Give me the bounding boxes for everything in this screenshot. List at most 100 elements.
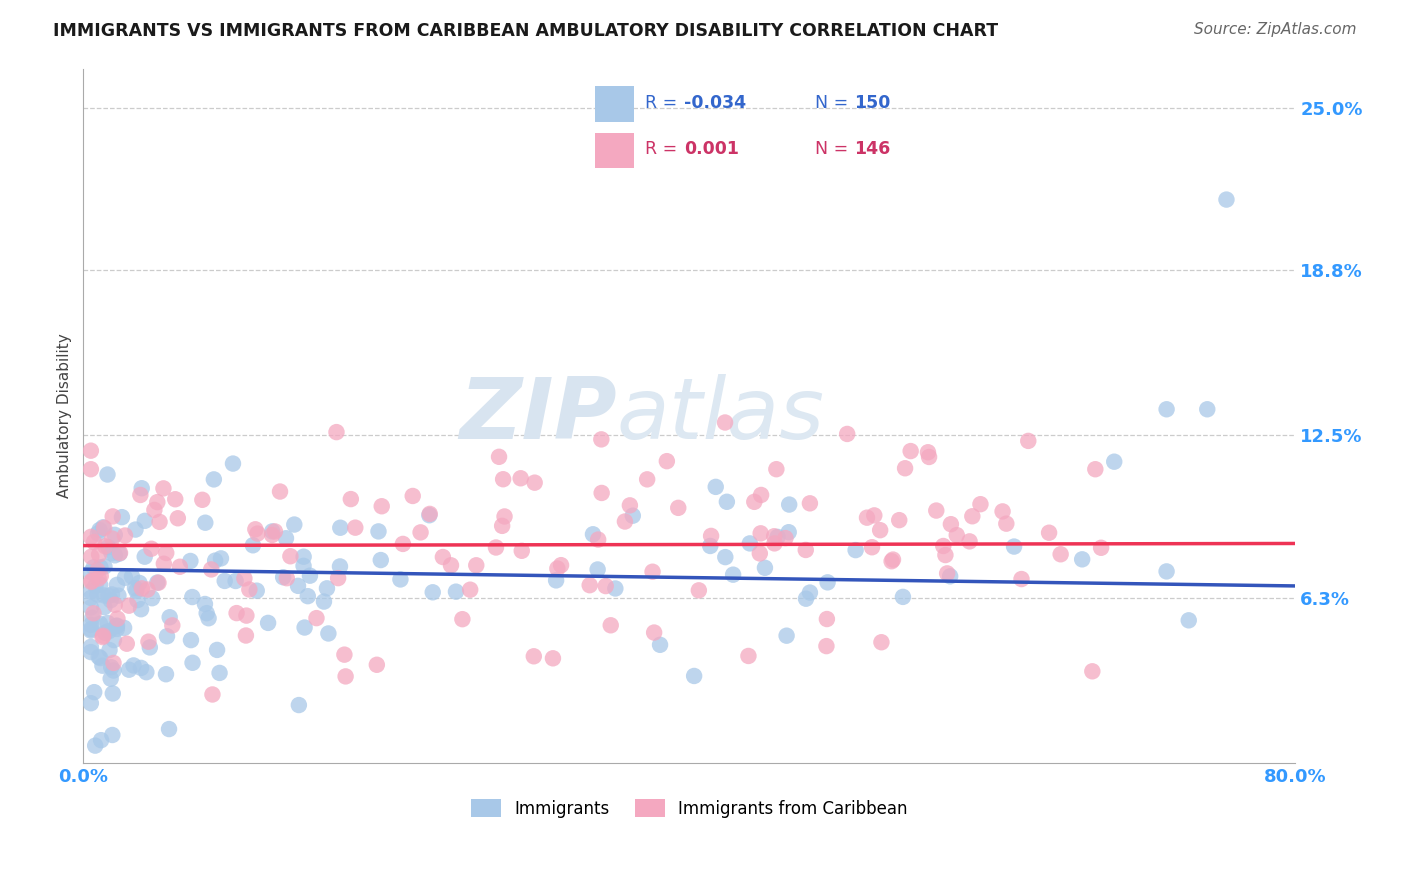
- Point: [80, 622, 103, 636]
- Point: [131, 582, 153, 596]
- Point: [105, 619, 128, 633]
- Point: [97, 615, 120, 630]
- Point: [925, 503, 948, 517]
- Point: [97, 624, 120, 639]
- Point: [325, 425, 347, 439]
- Point: [1084, 462, 1107, 476]
- Point: [105, 578, 128, 592]
- Point: [138, 634, 160, 648]
- Point: [326, 571, 349, 585]
- Point: [80, 600, 103, 615]
- Point: [165, 492, 187, 507]
- Point: [129, 661, 152, 675]
- Point: [688, 583, 710, 598]
- Point: [488, 450, 510, 464]
- Point: [156, 629, 179, 643]
- Point: [83, 607, 105, 621]
- Point: [699, 539, 721, 553]
- Point: [389, 573, 412, 587]
- Point: [344, 521, 367, 535]
- Point: [108, 546, 131, 560]
- Point: [465, 558, 488, 573]
- Point: [546, 561, 568, 575]
- Point: [340, 492, 363, 507]
- Point: [599, 618, 621, 632]
- Point: [91, 630, 114, 644]
- Point: [89, 523, 111, 537]
- Point: [440, 558, 463, 573]
- Point: [1215, 193, 1237, 207]
- Point: [1090, 541, 1112, 555]
- Point: [666, 500, 689, 515]
- Point: [318, 626, 340, 640]
- Point: [87, 649, 110, 664]
- Point: [179, 554, 201, 568]
- Point: [98, 643, 121, 657]
- Point: [863, 508, 886, 523]
- Point: [257, 615, 280, 630]
- Point: [80, 530, 103, 544]
- Point: [262, 528, 284, 542]
- Bar: [595, 133, 634, 169]
- Point: [246, 526, 269, 541]
- Point: [233, 571, 256, 585]
- Point: [195, 606, 218, 620]
- Point: [775, 531, 797, 545]
- Point: [794, 591, 817, 606]
- Point: [595, 579, 617, 593]
- Point: [105, 618, 128, 632]
- Point: [586, 562, 609, 576]
- Point: [721, 567, 744, 582]
- Point: [799, 496, 821, 510]
- Point: [932, 539, 955, 553]
- Point: [93, 521, 115, 535]
- Point: [200, 562, 222, 576]
- Point: [80, 584, 103, 599]
- Point: [87, 572, 110, 586]
- Point: [655, 454, 678, 468]
- Point: [131, 481, 153, 495]
- Text: atlas: atlas: [617, 375, 824, 458]
- Point: [246, 583, 269, 598]
- Point: [235, 608, 257, 623]
- Point: [1038, 525, 1060, 540]
- Point: [523, 475, 546, 490]
- Point: [613, 515, 636, 529]
- Point: [235, 628, 257, 642]
- Point: [89, 616, 111, 631]
- Point: [201, 688, 224, 702]
- Point: [162, 618, 184, 632]
- Point: [969, 497, 991, 511]
- Point: [370, 553, 392, 567]
- Point: [83, 685, 105, 699]
- Point: [80, 617, 103, 632]
- Point: [94, 625, 117, 640]
- Point: [367, 524, 389, 539]
- Point: [280, 549, 302, 564]
- Point: [749, 526, 772, 541]
- Point: [141, 591, 163, 606]
- Point: [491, 519, 513, 533]
- Text: N =: N =: [815, 140, 855, 159]
- Point: [269, 484, 291, 499]
- Point: [80, 640, 103, 654]
- Point: [122, 658, 145, 673]
- Point: [918, 450, 941, 464]
- Point: [103, 664, 125, 678]
- Point: [100, 660, 122, 674]
- Point: [619, 499, 641, 513]
- Point: [959, 534, 981, 549]
- Point: [643, 625, 665, 640]
- Point: [146, 575, 169, 590]
- Point: [194, 597, 217, 611]
- Point: [100, 593, 122, 607]
- Point: [97, 540, 120, 554]
- Point: [316, 582, 339, 596]
- Point: [297, 589, 319, 603]
- Point: [108, 547, 131, 561]
- Point: [775, 629, 797, 643]
- Point: [197, 611, 219, 625]
- Point: [222, 457, 245, 471]
- Point: [134, 549, 156, 564]
- Point: [139, 640, 162, 655]
